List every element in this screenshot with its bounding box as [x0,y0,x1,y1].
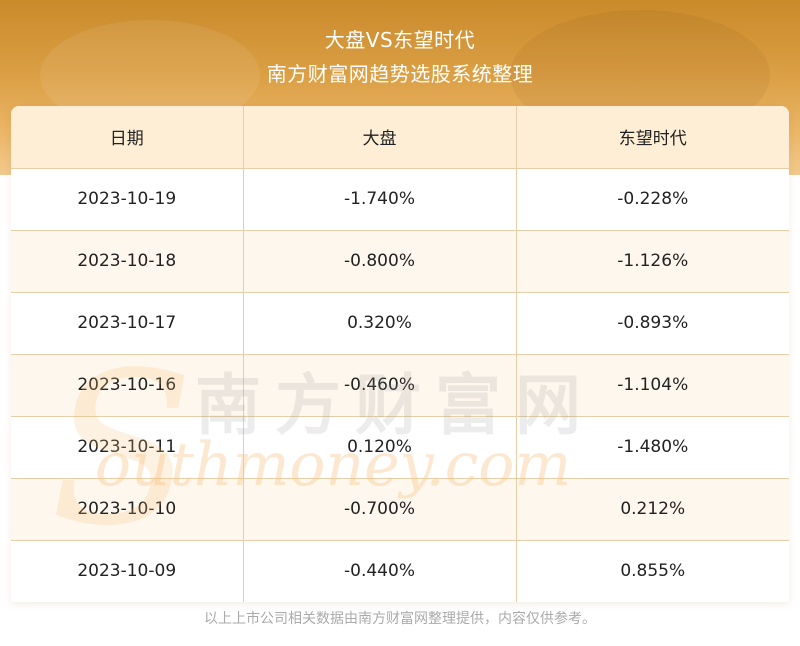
page-subtitle: 南方财富网趋势选股系统整理 [266,62,534,86]
cell-market-change: -0.800% [243,230,517,293]
table-row: 2023-10-17 0.320% -0.893% [11,292,789,355]
cell-stock-change: 0.212% [516,478,789,541]
table-row: 2023-10-18 -0.800% -1.126% [11,230,789,293]
cell-stock-change: 0.855% [516,540,789,602]
cell-date: 2023-10-16 [11,354,244,417]
column-header-date: 日期 [11,106,244,169]
page-title: 大盘VS东望时代 [324,28,476,52]
cell-date: 2023-10-10 [11,478,244,541]
cell-market-change: 0.120% [243,416,517,479]
cell-date: 2023-10-09 [11,540,244,602]
comparison-table: 日期 大盘 东望时代 2023-10-19 -1.740% -0.228% 20… [11,106,789,602]
cell-date: 2023-10-18 [11,230,244,293]
cell-stock-change: -1.126% [516,230,789,293]
cell-stock-change: -1.104% [516,354,789,417]
column-header-stock: 东望时代 [516,106,789,169]
cell-market-change: -0.700% [243,478,517,541]
table-row: 2023-10-10 -0.700% 0.212% [11,478,789,541]
table-row: 2023-10-11 0.120% -1.480% [11,416,789,479]
table-row: 2023-10-09 -0.440% 0.855% [11,540,789,602]
cell-market-change: -0.440% [243,540,517,602]
cell-stock-change: -0.228% [516,168,789,231]
cell-market-change: -0.460% [243,354,517,417]
cell-market-change: -1.740% [243,168,517,231]
cell-date: 2023-10-11 [11,416,244,479]
cell-stock-change: -1.480% [516,416,789,479]
table-header-row: 日期 大盘 东望时代 [11,106,789,169]
footer-disclaimer: 以上上市公司相关数据由南方财富网整理提供，内容仅供参考。 [204,611,596,627]
data-table-card: 日期 大盘 东望时代 2023-10-19 -1.740% -0.228% 20… [11,106,789,602]
table-row: 2023-10-16 -0.460% -1.104% [11,354,789,417]
column-header-market: 大盘 [243,106,517,169]
cell-date: 2023-10-17 [11,292,244,355]
cell-stock-change: -0.893% [516,292,789,355]
cell-date: 2023-10-19 [11,168,244,231]
cell-market-change: 0.320% [243,292,517,355]
table-row: 2023-10-19 -1.740% -0.228% [11,168,789,231]
